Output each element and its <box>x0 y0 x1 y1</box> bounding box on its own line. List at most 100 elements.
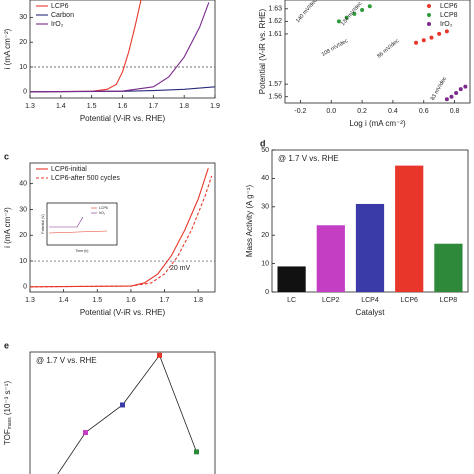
inset-legend: IrO₂ <box>99 211 106 215</box>
legend-label: LCP6 <box>440 3 458 10</box>
point <box>444 29 449 34</box>
x-tick-label: LCP4 <box>361 297 379 304</box>
x-tick-label: LCP8 <box>440 297 458 304</box>
y-label-main: Mass Activity (A g⁻¹) <box>245 185 254 258</box>
y-axis-label: i (mA cm⁻²) <box>3 207 12 248</box>
data-layer <box>30 167 215 288</box>
panel-title: @ 1.7 V vs. RHE <box>278 154 339 163</box>
point <box>421 38 426 43</box>
bar <box>355 203 385 292</box>
bar <box>277 266 306 292</box>
point <box>437 31 442 36</box>
legend-swatch <box>427 22 431 26</box>
bar <box>434 243 463 292</box>
y-tick-label: 1.57 <box>268 81 282 88</box>
y-tick-label: 20 <box>261 232 269 239</box>
x-tick-label: 1.7 <box>160 297 170 304</box>
point <box>454 90 459 95</box>
x-tick-label: 1.7 <box>148 103 158 110</box>
inset-frame <box>46 202 118 246</box>
point <box>83 430 88 436</box>
data-layer <box>277 165 463 292</box>
legend-label: IrO₂ <box>440 21 453 28</box>
y-tick-label: 1.56 <box>268 94 282 101</box>
inset-legend: LCP6 <box>99 206 108 210</box>
point <box>194 449 199 455</box>
x-tick-label: 1.4 <box>59 297 69 304</box>
x-axis-label: Log i (mA cm⁻²) <box>349 119 406 128</box>
y-tick-label: 10 <box>19 64 27 71</box>
y-label-main: i (mA cm⁻²) <box>3 207 12 248</box>
y-label-main: i (mA cm⁻²) <box>3 28 12 69</box>
line <box>57 354 197 474</box>
point <box>458 87 463 92</box>
y-tick-label: 20 <box>19 232 27 239</box>
y-tick-label: 40 <box>19 180 27 187</box>
line <box>30 167 209 288</box>
y-label-unit: (10⁻³ s⁻¹) <box>3 381 12 418</box>
y-tick-label: 0 <box>23 284 27 291</box>
point <box>463 84 468 89</box>
x-tick-label: LCP2 <box>322 297 340 304</box>
x-tick-label: 1.5 <box>87 103 97 110</box>
x-tick-label: 0.8 <box>450 108 460 115</box>
annotation: 140 mV/dec <box>295 0 319 24</box>
panel-label: d <box>260 138 266 148</box>
y-tick-label: 10 <box>19 258 27 265</box>
panel-label: e <box>4 340 9 350</box>
y-tick-label: 1.63 <box>268 6 282 13</box>
y-axis-label: Mass Activity (A g⁻¹) <box>245 185 254 258</box>
y-tick-label: 40 <box>261 175 269 182</box>
y-label-main: TOF <box>3 429 12 445</box>
x-tick-label: 1.4 <box>56 103 66 110</box>
y-tick-label: 0 <box>265 289 269 296</box>
x-tick-label: 1.6 <box>126 297 136 304</box>
x-tick-label: 1.8 <box>193 297 203 304</box>
panel-title: @ 1.7 V vs. RHE <box>36 356 97 365</box>
legend-label: LCP8 <box>440 12 458 19</box>
annotation: 20 mV <box>170 265 191 272</box>
annotation: 86 mV/dec <box>376 38 400 60</box>
point <box>429 35 434 40</box>
x-tick-label: 0.0 <box>326 108 336 115</box>
point <box>444 97 449 102</box>
data-layer <box>30 0 215 93</box>
x-tick-label: 0.2 <box>357 108 367 115</box>
y-tick-label: 30 <box>19 14 27 21</box>
plot-frame <box>29 162 216 293</box>
point <box>157 352 162 358</box>
point <box>360 8 365 13</box>
y-tick-label: 30 <box>261 204 269 211</box>
x-tick-label: LC <box>287 297 296 304</box>
x-axis-label: Potential (V-iR vs. RHE) <box>80 114 166 123</box>
x-axis-label: Catalyst <box>356 308 386 317</box>
data-layer <box>57 352 199 474</box>
x-tick-label: 0.6 <box>419 108 429 115</box>
legend-swatch <box>427 13 431 17</box>
x-tick-label: -0.2 <box>294 108 306 115</box>
x-axis-label: Potential (V-iR vs. RHE) <box>80 308 166 317</box>
point <box>336 19 341 24</box>
annotation: 134 mV/dec <box>340 1 364 28</box>
legend-label: IrO₂ <box>51 21 64 28</box>
legend-swatch <box>427 4 431 8</box>
y-tick-label: 10 <box>261 260 269 267</box>
y-axis-label: TOFmass (10⁻³ s⁻¹) <box>3 381 13 446</box>
y-axis-label: Potential (V-iR vs. RHE) <box>258 8 267 94</box>
line <box>30 0 142 93</box>
y-tick-label: 20 <box>19 39 27 46</box>
y-label-main: Potential (V-iR vs. RHE) <box>258 8 267 94</box>
x-tick-label: 1.6 <box>118 103 128 110</box>
legend-label: LCP6-after 500 cycles <box>51 175 120 182</box>
y-tick-label: 30 <box>19 206 27 213</box>
y-tick-label: 1.62 <box>268 18 282 25</box>
panel: 0 10 20 30 1.3 1.4 1.5 1.6 1.7 1.8 1.9 Potential (V… <box>3 0 220 123</box>
y-label-sub: mass <box>7 417 13 429</box>
y-tick-label: 0 <box>23 89 27 96</box>
x-tick-label: 1.5 <box>92 297 102 304</box>
x-tick-label: 1.3 <box>25 297 35 304</box>
y-tick-label: 50 <box>261 147 269 154</box>
bar <box>395 165 424 292</box>
panel-label: c <box>4 151 9 161</box>
